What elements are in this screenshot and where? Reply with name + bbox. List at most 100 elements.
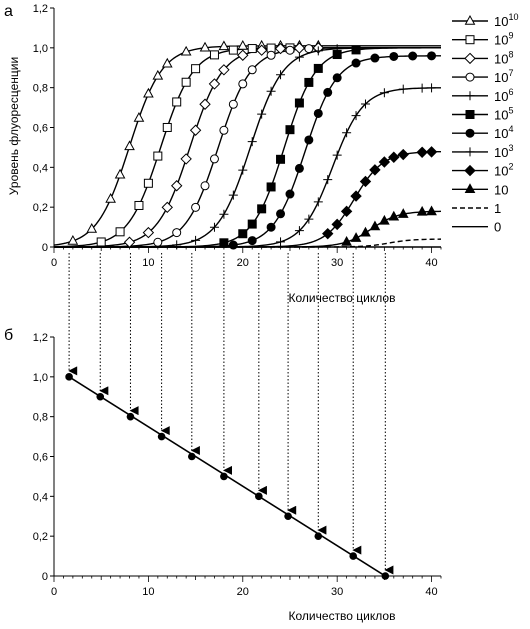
amplification-series-point xyxy=(416,146,428,158)
amplification-y-tick-label: 0,4 xyxy=(33,162,48,174)
amplification-series-point xyxy=(398,84,408,94)
amplification-series-point xyxy=(304,44,314,54)
amplification-series-point xyxy=(397,148,409,161)
amplification-series-point xyxy=(161,201,173,214)
threshold-arrows xyxy=(68,253,394,575)
amplification-series-point xyxy=(350,232,362,242)
amplification-x-tick-label: 10 xyxy=(142,257,154,269)
amplification-series-point xyxy=(293,42,306,54)
amplification-series-point xyxy=(313,197,323,207)
amplification-series-point xyxy=(191,235,201,245)
standard-curve-point xyxy=(314,532,323,540)
amplification-series-point xyxy=(397,208,409,218)
standard-curve-point xyxy=(126,412,135,421)
amplification-series-line xyxy=(53,45,441,246)
legend-marker xyxy=(464,52,476,65)
legend-label: 1010 xyxy=(494,12,518,29)
amplification-series-point xyxy=(237,39,249,50)
amplification-curves-panel: а 00,20,40,60,81,01,20 10 20 30 40 101010910… xyxy=(4,3,518,305)
amplification-series-point xyxy=(304,77,314,87)
amplification-series-point xyxy=(378,156,391,168)
amplification-series-point xyxy=(199,98,211,110)
standard-curve-y-tick-label: 1,2 xyxy=(33,332,48,344)
amplification-series-point xyxy=(218,64,230,76)
amplification-series-point xyxy=(379,88,389,98)
amplification-series-point xyxy=(388,151,400,163)
panel-label-a: а xyxy=(4,3,13,20)
amplification-series-point xyxy=(427,83,437,93)
standard-curve-point xyxy=(349,552,358,560)
amplification-series-point xyxy=(274,42,287,55)
standard-curve-y-tick-label: 0,4 xyxy=(33,491,48,503)
standard-curve-point xyxy=(96,392,105,401)
amplification-x-tick-label: 0 xyxy=(51,257,57,269)
amplification-series-point xyxy=(86,222,98,233)
amplification-series-point xyxy=(285,125,295,135)
amplification-series-point xyxy=(332,150,342,160)
amplification-series-point xyxy=(237,49,249,61)
amplification-series-point xyxy=(189,124,202,136)
standard-curve-x-tick-label: 0 xyxy=(51,586,57,598)
standard-curve-x-tick-label: 40 xyxy=(425,586,437,598)
amplification-y-tick-label: 1,0 xyxy=(33,43,48,55)
amplification-series-point xyxy=(96,237,106,247)
amplification-series-line xyxy=(53,47,441,248)
amplification-series-point xyxy=(191,202,201,212)
amplification-series-point xyxy=(209,222,219,232)
amplification-series-point xyxy=(199,41,211,52)
standard-curve-y-tick-label: 0,2 xyxy=(33,531,48,543)
amplification-series-point xyxy=(276,209,286,219)
amplification-series-point xyxy=(219,209,229,219)
amplification-series-point xyxy=(370,53,380,63)
amplification-series-line xyxy=(54,47,441,248)
amplification-series-point xyxy=(143,87,154,98)
amplification-series-point xyxy=(191,64,201,74)
amplification-series-point xyxy=(105,192,116,203)
amplification-series-point xyxy=(389,51,399,61)
standard-curve-point xyxy=(284,512,292,521)
amplification-series-point xyxy=(360,226,371,237)
legend-label: 103 xyxy=(494,143,513,160)
legend-marker xyxy=(464,164,476,177)
amplification-series-point xyxy=(208,78,221,90)
amplification-series-point xyxy=(172,97,182,107)
amplification-markers xyxy=(67,39,438,250)
amplification-series-point xyxy=(294,52,304,62)
amplification-y-axis-label: Уровень флуоресценции xyxy=(7,57,21,195)
amplification-series-point xyxy=(161,57,173,68)
amplification-series-point xyxy=(124,140,135,151)
legend-label: 104 xyxy=(494,124,513,141)
amplification-series-point xyxy=(257,109,267,119)
legend-label: 107 xyxy=(494,68,513,85)
amplification-series-point xyxy=(304,135,314,145)
amplification-series-point xyxy=(425,146,438,158)
legend-marker xyxy=(465,72,475,82)
amplification-series-point xyxy=(238,229,248,239)
amplification-y-tick-label: 0,6 xyxy=(33,123,48,135)
amplification-series-point xyxy=(417,83,427,93)
amplification-series-point xyxy=(313,108,323,118)
amplification-series-point xyxy=(351,45,361,55)
amplification-series-point xyxy=(313,63,323,73)
amplification-series-point xyxy=(180,45,192,56)
amplification-series-point xyxy=(323,175,333,185)
amplification-series-point xyxy=(369,164,381,176)
amplification-series-point xyxy=(114,168,126,179)
amplification-series-point xyxy=(209,50,219,60)
amplification-series-point xyxy=(181,77,191,87)
amplification-series-point xyxy=(369,220,381,231)
legend-label: 10 xyxy=(494,182,508,197)
amplification-series-point xyxy=(266,86,276,96)
legend-marker xyxy=(465,128,475,138)
amplification-series-point xyxy=(238,79,248,89)
amplification-series-point xyxy=(323,87,333,97)
amplification-series-point xyxy=(228,240,238,250)
amplification-series-point xyxy=(115,227,125,237)
amplification-series-line xyxy=(54,47,441,248)
standard-curve-point xyxy=(188,452,196,461)
amplification-series-point xyxy=(332,50,342,60)
standard-curve-y-tick-label: 0 xyxy=(42,571,48,583)
amplification-series-point xyxy=(142,226,155,239)
amplification-series-point xyxy=(341,235,352,246)
